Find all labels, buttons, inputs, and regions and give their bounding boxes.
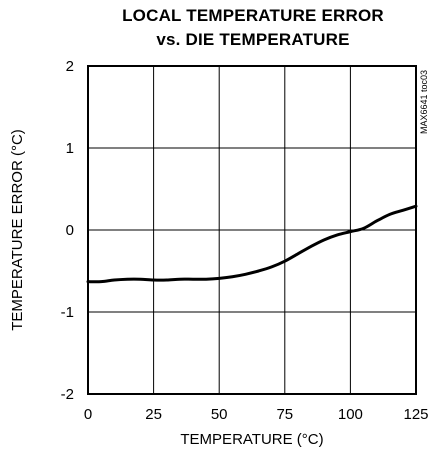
chart-title-line-2: vs. DIE TEMPERATURE [156,30,350,49]
x-tick-label: 100 [338,406,363,423]
chart-title-line-1: LOCAL TEMPERATURE ERROR [122,6,384,25]
x-tick-label: 0 [84,406,92,423]
y-tick-label: 1 [66,140,74,157]
x-tick-label: 25 [145,406,162,423]
x-axis-label: TEMPERATURE (°C) [180,431,323,448]
x-tick-label: 125 [403,406,428,423]
y-tick-label: 0 [66,222,74,239]
chart-annotation: MAX6641 toc03 [419,70,429,134]
x-tick-label: 75 [276,406,293,423]
y-tick-label: 2 [66,58,74,75]
plot-frame [87,65,417,395]
series-line-0 [86,204,418,284]
y-tick-label: -2 [61,386,74,403]
y-axis-label: TEMPERATURE ERROR (°C) [9,129,26,331]
x-tick-label: 50 [211,406,228,423]
y-tick-label: -1 [61,304,74,321]
